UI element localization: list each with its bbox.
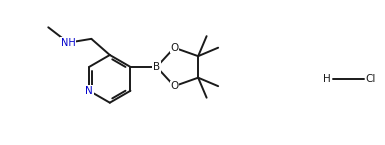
Text: B: B xyxy=(153,62,160,72)
Text: Cl: Cl xyxy=(365,74,376,84)
Text: O: O xyxy=(170,81,178,91)
Text: O: O xyxy=(170,43,178,53)
Text: N: N xyxy=(85,86,93,96)
Text: NH: NH xyxy=(61,38,75,48)
Text: H: H xyxy=(323,74,331,84)
